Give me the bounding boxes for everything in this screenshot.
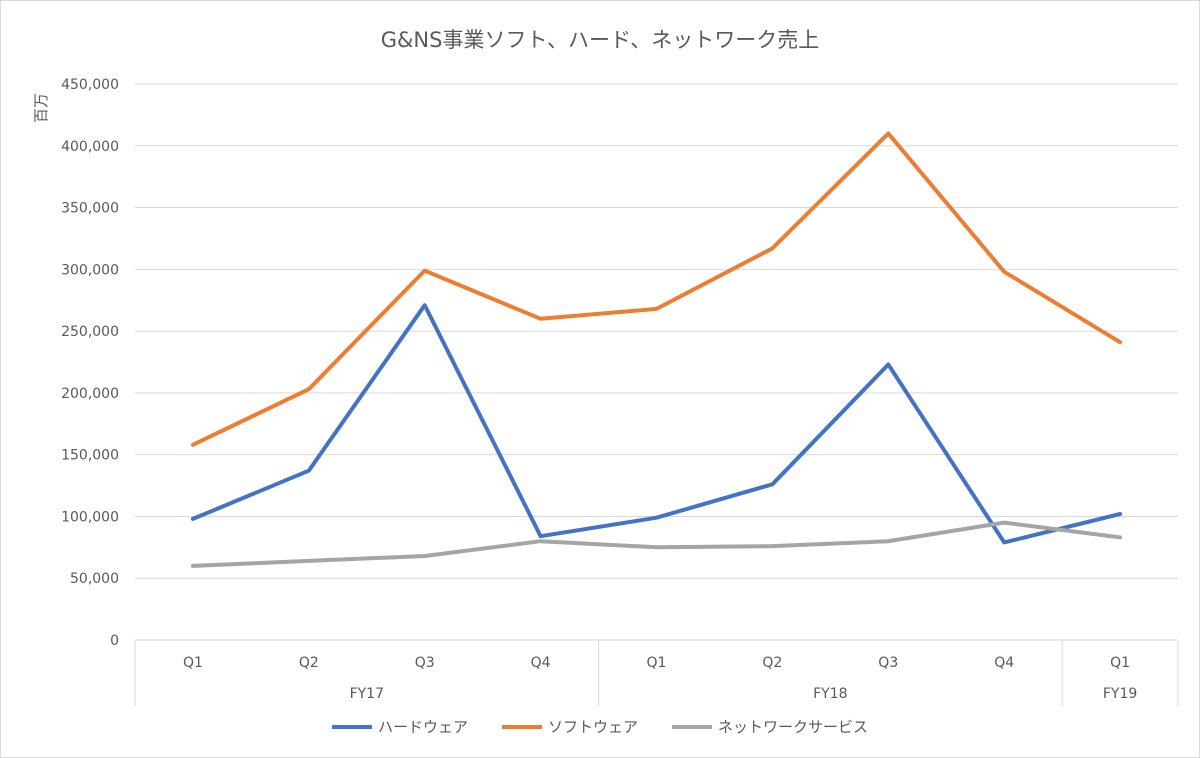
legend-item: ソフトウェア [501, 716, 638, 737]
legend-swatch [501, 724, 542, 729]
y-tick-label: 200,000 [61, 386, 119, 402]
legend-label: ネットワークサービス [718, 718, 869, 736]
legend-label: ソフトウェア [547, 718, 638, 736]
series-line [190, 303, 1123, 545]
legend-swatch [331, 724, 372, 729]
x-tick-label: Q2 [299, 655, 319, 671]
x-tick-label: Q1 [1110, 655, 1130, 671]
y-tick-label: 450,000 [61, 77, 119, 93]
x-tick-label: Q2 [762, 655, 782, 671]
series-line [190, 520, 1123, 568]
x-tick-label: Q3 [415, 655, 435, 671]
y-tick-label: 50,000 [70, 571, 119, 587]
y-tick-label: 350,000 [61, 201, 119, 217]
x-group-label: FY17 [350, 686, 384, 702]
y-tick-label: 250,000 [61, 324, 119, 340]
x-tick-label: Q4 [531, 655, 551, 671]
x-tick-label: Q1 [183, 655, 203, 671]
legend-item: ネットワークサービス [672, 716, 868, 737]
y-tick-label: 400,000 [61, 139, 119, 155]
gridlines [135, 83, 1178, 641]
legend-label: ハードウェア [377, 718, 468, 736]
x-axis: Q1 Q2 Q3 Q4 Q1 Q2 Q3 Q4 Q1 FY17 FY18 FY19 [134, 640, 1179, 706]
y-axis: 0 50,000 100,000 150,000 200,000 250,000 300,0… [61, 77, 119, 649]
series-line [190, 131, 1123, 447]
y-tick-label: 300,000 [61, 262, 119, 278]
legend-swatch [672, 724, 712, 729]
y-tick-label: 0 [110, 633, 119, 649]
legend-item: ハードウェア [331, 716, 468, 737]
x-group-label: FY19 [1103, 686, 1137, 702]
y-tick-label: 150,000 [61, 448, 119, 464]
y-tick-label: 100,000 [61, 509, 119, 525]
legend: ハードウェア ソフトウェア ネットワークサービス [0, 716, 1200, 737]
x-tick-label: Q4 [994, 655, 1014, 671]
x-tick-label: Q1 [647, 655, 667, 671]
y-axis-label: 百万 [32, 93, 50, 123]
chart-title: G&NS事業ソフト、ハード、ネットワーク売上 [380, 28, 820, 52]
series-lines [190, 131, 1123, 568]
x-tick-label: Q3 [878, 655, 898, 671]
x-group-label: FY18 [813, 686, 847, 702]
